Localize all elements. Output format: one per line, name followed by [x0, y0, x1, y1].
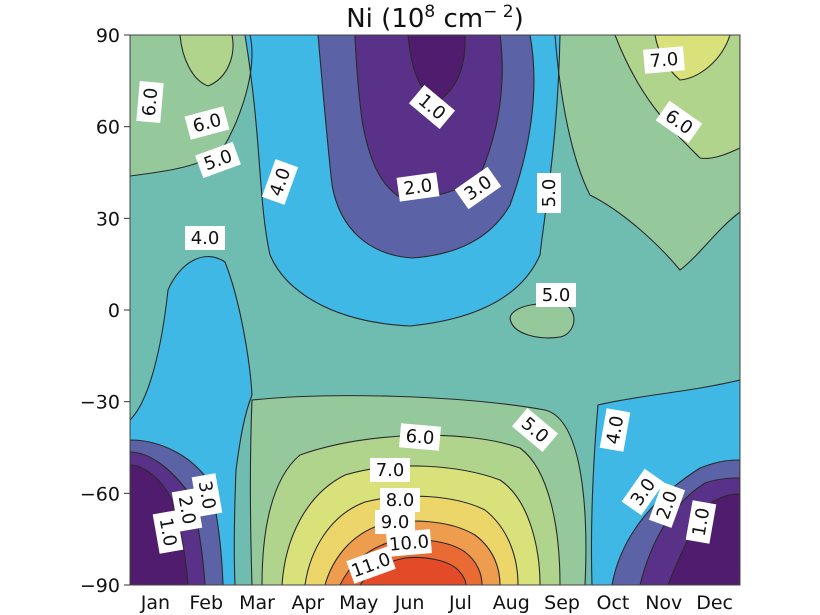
y-tick-label: −30 [80, 392, 120, 414]
svg-text:7.0: 7.0 [649, 49, 679, 72]
contour-label: 1.0 [685, 500, 717, 544]
x-tick-label: Jun [394, 592, 425, 614]
x-axis: Jan Feb Mar Apr May Jun Jul Aug Sep Oct Nov Dec [140, 592, 733, 614]
y-axis: 90 60 30 0 −30 −60 −90 [80, 25, 130, 597]
contour-line [249, 395, 587, 585]
x-tick-label: Oct [596, 592, 629, 614]
svg-text:9.0: 9.0 [381, 512, 410, 533]
y-tick-label: 0 [108, 300, 120, 322]
contour-label: 4.0 [599, 408, 631, 452]
x-tick-label: Apr [291, 592, 324, 614]
y-tick-label: 90 [96, 25, 120, 47]
x-tick-label: Feb [189, 592, 223, 614]
contour-line [639, 477, 740, 585]
contour-label: 8.0 [380, 488, 420, 512]
contour-label: 1.0 [152, 510, 184, 554]
contour-label: 3.0 [191, 473, 223, 517]
svg-text:6.0: 6.0 [139, 87, 162, 117]
contour-line [324, 520, 501, 585]
svg-text:4.0: 4.0 [191, 228, 220, 249]
contour-line [130, 256, 253, 585]
contour-label: 7.0 [643, 46, 685, 74]
contour-line [667, 493, 740, 585]
contour-line [614, 35, 740, 159]
contour-label: 5.0 [536, 283, 576, 307]
svg-text:8.0: 8.0 [386, 490, 415, 511]
contour-line [611, 459, 740, 585]
contour-line [554, 35, 740, 271]
svg-text:2.0: 2.0 [402, 175, 433, 200]
y-tick-label: 30 [96, 208, 120, 230]
x-tick-label: Nov [645, 592, 682, 614]
contour-line [317, 35, 535, 259]
x-tick-label: Sep [544, 592, 580, 614]
chart-title: Ni (108 cm− 2) [346, 2, 524, 34]
contour-label: 7.0 [370, 458, 410, 482]
contour-line [281, 465, 541, 585]
y-tick-label: 60 [96, 117, 120, 139]
svg-text:4.0: 4.0 [603, 414, 629, 446]
svg-text:10.0: 10.0 [388, 531, 430, 555]
contour-labels: 6.0 6.0 5.0 4.0 4.0 1.0 2.0 3.0 5.0 5.0 … [136, 46, 717, 584]
contour-band-0-1-north [408, 35, 466, 100]
x-tick-label: Jul [448, 592, 472, 614]
svg-text:5.0: 5.0 [542, 285, 571, 306]
contour-label: 6.0 [136, 81, 164, 123]
contour-line [304, 495, 519, 585]
contour-label: 2.0 [396, 172, 440, 202]
svg-text:5.0: 5.0 [539, 179, 560, 208]
x-tick-label: Aug [493, 592, 530, 614]
contour-line [179, 35, 234, 87]
svg-text:6.0: 6.0 [405, 426, 435, 449]
y-tick-label: −60 [80, 483, 120, 505]
x-tick-label: Mar [239, 592, 275, 614]
svg-text:1.0: 1.0 [689, 506, 715, 538]
svg-text:7.0: 7.0 [376, 460, 405, 481]
contour-label: 3.0 [454, 166, 502, 210]
contour-lines [130, 35, 740, 585]
contour-label: 10.0 [386, 529, 432, 557]
contour-label: 5.0 [537, 173, 561, 213]
x-tick-label: Dec [696, 592, 733, 614]
contour-line [590, 379, 740, 585]
contour-label: 9.0 [375, 510, 415, 534]
svg-text:1.0: 1.0 [155, 516, 181, 548]
contour-label: 6.0 [399, 423, 441, 451]
x-tick-label: May [339, 592, 378, 614]
contour-line [509, 303, 575, 339]
y-tick-label: −90 [80, 575, 120, 597]
contour-label: 4.0 [185, 226, 225, 250]
contour-band-5-6-equator [510, 303, 574, 338]
x-tick-label: Jan [140, 592, 170, 614]
